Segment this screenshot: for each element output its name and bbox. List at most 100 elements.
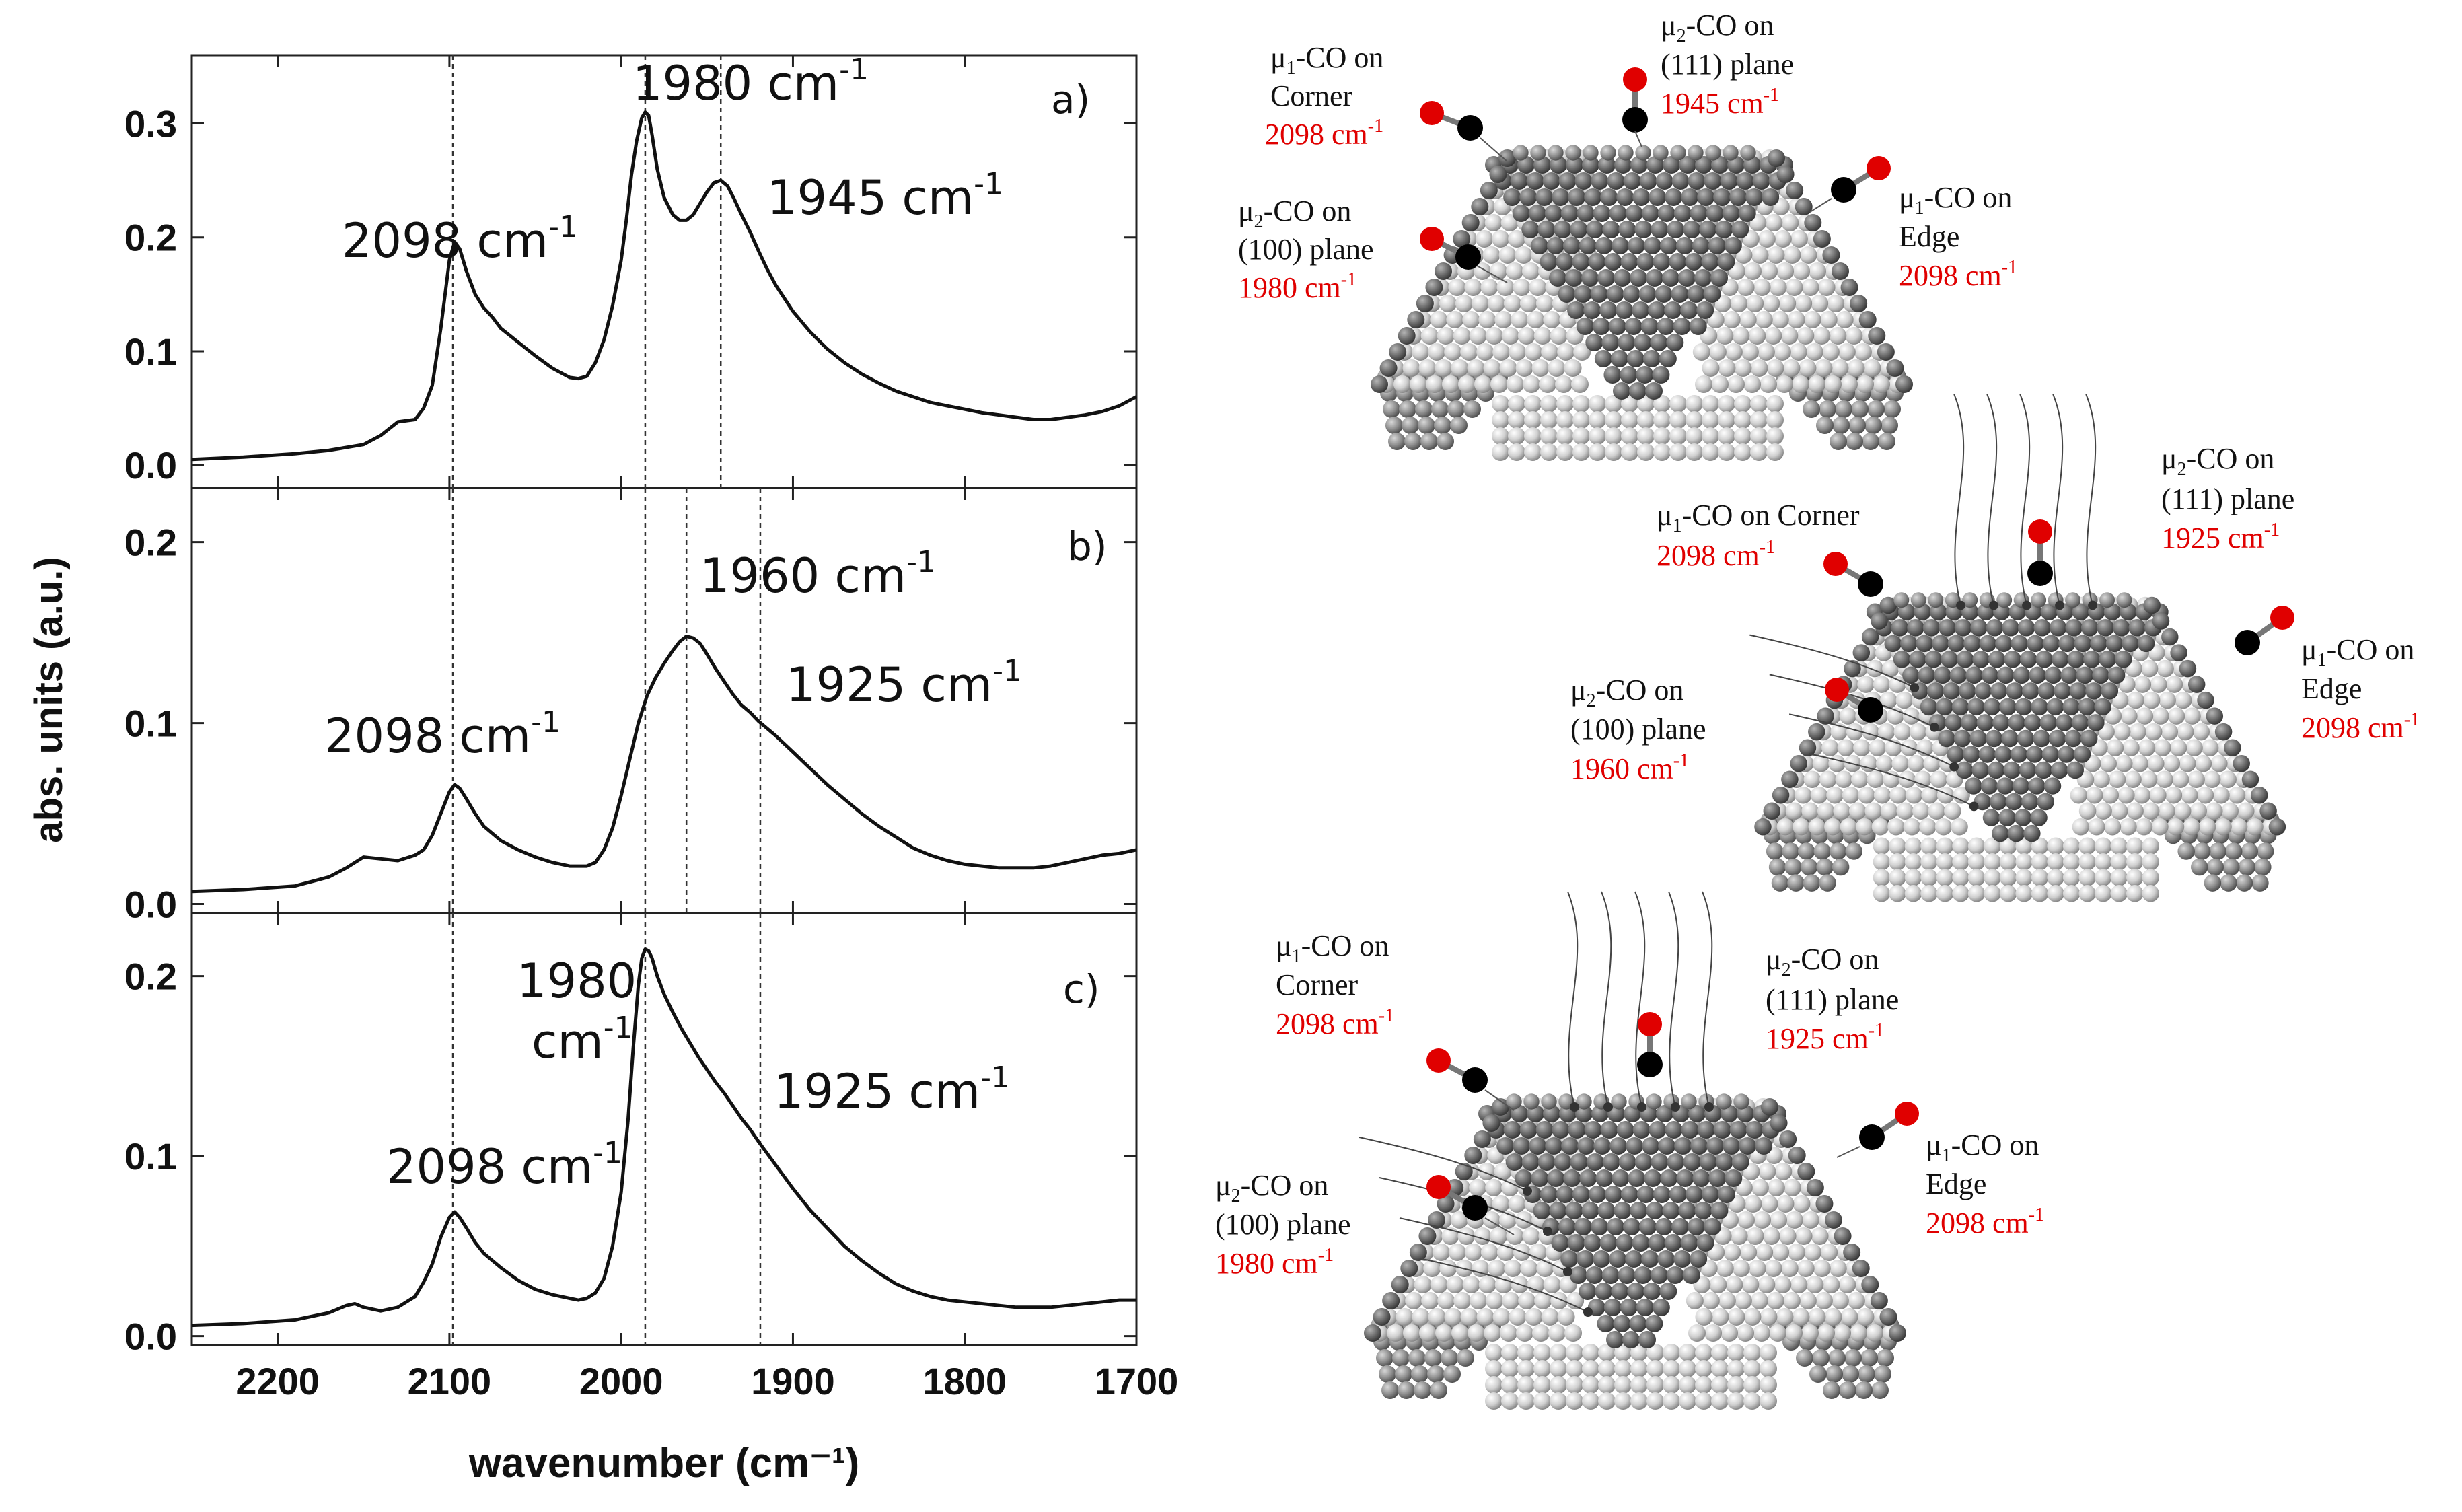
- atom: [1630, 1392, 1648, 1410]
- atom: [1601, 334, 1620, 351]
- atom: [1727, 1376, 1745, 1394]
- atom: [1695, 1344, 1712, 1361]
- atom: [1952, 837, 1969, 855]
- atom: [1657, 1250, 1675, 1268]
- atom: [1792, 375, 1809, 393]
- atom: [2187, 676, 2206, 693]
- atom: [1508, 443, 1525, 461]
- atom: [2259, 802, 2277, 820]
- atom: [1393, 375, 1411, 393]
- atom: [2117, 787, 2135, 804]
- atom: [1909, 723, 1927, 741]
- atom: [2037, 682, 2055, 700]
- atom: [1795, 1227, 1813, 1245]
- atom: [1831, 1292, 1849, 1309]
- atom: [1856, 1308, 1875, 1326]
- atom: [1952, 853, 1969, 871]
- atom: [1688, 172, 1706, 190]
- atom: [2152, 612, 2170, 630]
- atom: [1572, 443, 1590, 461]
- atom: [1790, 230, 1808, 248]
- co-molecule: [1420, 227, 1481, 270]
- atom: [1874, 1365, 1891, 1383]
- atom: [1891, 754, 1909, 772]
- atom: [1626, 350, 1644, 367]
- atom: [1984, 869, 2001, 886]
- atom: [2078, 885, 2096, 902]
- atom: [1556, 1186, 1574, 1203]
- atom: [2070, 787, 2088, 804]
- atom: [1986, 619, 2004, 637]
- atom: [2257, 842, 2274, 860]
- atom: [1480, 1244, 1498, 1261]
- atom: [1696, 301, 1714, 319]
- atom: [1748, 327, 1766, 345]
- atom: [1396, 1308, 1414, 1326]
- atom: [1480, 279, 1498, 296]
- atom: [1499, 359, 1517, 377]
- atom: [2126, 853, 2144, 871]
- oxygen-atom: [1426, 1175, 1451, 1199]
- atom: [2047, 885, 2064, 902]
- atom: [1569, 1266, 1587, 1284]
- atom: [2088, 600, 2097, 610]
- atom: [1816, 417, 1834, 434]
- atom: [1835, 770, 1852, 788]
- atom: [1543, 1227, 1552, 1236]
- atom: [1434, 417, 1451, 434]
- atom: [2241, 770, 2259, 788]
- atom: [1424, 1349, 1442, 1367]
- atom: [1734, 427, 1751, 445]
- atom: [1614, 1392, 1632, 1410]
- atom: [2010, 746, 2028, 763]
- atom: [1577, 1137, 1595, 1155]
- atom: [2094, 869, 2112, 886]
- atom: [1709, 1276, 1727, 1293]
- atom: [1679, 156, 1696, 174]
- atom: [1750, 395, 1768, 412]
- atom: [1492, 411, 1509, 429]
- atom: [1398, 327, 1416, 345]
- atom: [1752, 172, 1770, 190]
- atom: [2031, 698, 2048, 716]
- oxygen-atom: [1420, 227, 1444, 251]
- atom: [1989, 793, 2007, 811]
- label-mu2-111-site: (111) plane: [1661, 48, 1794, 81]
- atom: [2012, 777, 2030, 795]
- atom: [1589, 411, 1606, 429]
- atom: [1584, 1121, 1602, 1139]
- atom: [2110, 853, 2128, 871]
- peak-label-1945-a: 1945 cm-1: [767, 167, 1003, 225]
- atom: [1845, 327, 1863, 345]
- atom: [1645, 382, 1663, 400]
- atom: [1565, 145, 1581, 161]
- atom: [1836, 311, 1854, 328]
- atom: [2237, 802, 2255, 820]
- atom: [1963, 635, 1981, 653]
- atom: [1766, 1292, 1784, 1309]
- atom: [1471, 198, 1489, 215]
- label-mu1-corner: μ1-CO on: [1276, 929, 1389, 967]
- atom: [1766, 842, 1784, 860]
- atom: [2137, 635, 2155, 653]
- atom: [1737, 1324, 1754, 1342]
- atom: [1893, 592, 1910, 608]
- atom: [1817, 1324, 1835, 1342]
- atom: [2078, 853, 2096, 871]
- atom: [2029, 666, 2046, 684]
- atom: [1622, 1331, 1640, 1348]
- atom: [1903, 818, 1921, 836]
- atom: [1508, 411, 1525, 429]
- atom: [1702, 359, 1720, 377]
- atom: [2088, 818, 2105, 836]
- atom: [1601, 1266, 1620, 1284]
- atom: [1403, 1324, 1420, 1342]
- atom: [1464, 279, 1482, 296]
- atom: [1723, 1137, 1741, 1155]
- atom: [1838, 1276, 1856, 1293]
- atom: [1663, 1376, 1680, 1394]
- atom: [1934, 818, 1953, 836]
- atom: [1952, 869, 1969, 886]
- atom: [1638, 1331, 1656, 1348]
- atom: [1797, 842, 1815, 860]
